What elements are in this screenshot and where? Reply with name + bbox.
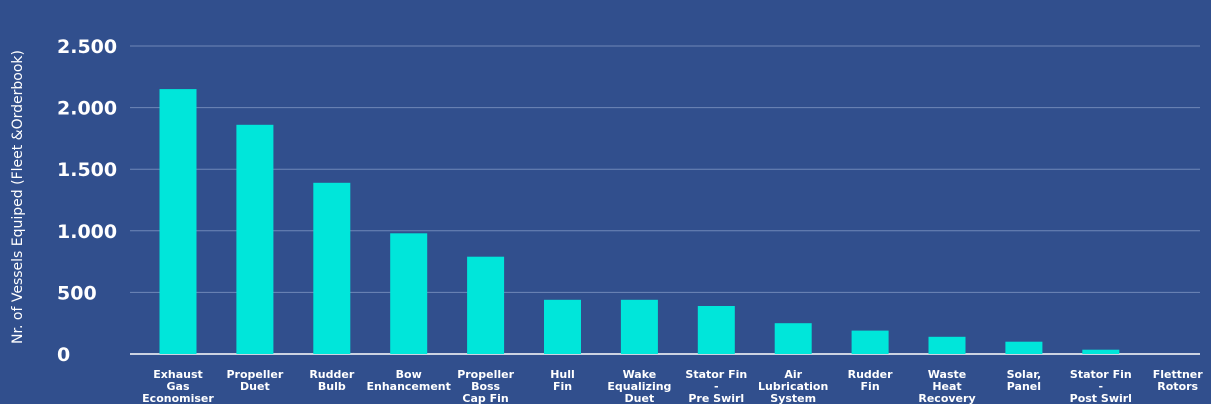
y-tick-label: 2.500 <box>57 36 117 58</box>
x-category-label: Hull Fin <box>550 368 575 393</box>
bar-layer <box>159 89 1120 354</box>
x-category-label: Waste Heat Recovery <box>918 368 975 404</box>
bar <box>774 323 812 354</box>
x-category-label: Rudder Fin <box>848 368 894 393</box>
bar <box>313 182 351 354</box>
bar <box>1082 349 1120 354</box>
x-category-label: Propeller Boss Cap Fin <box>457 368 514 404</box>
bar <box>544 299 581 354</box>
x-category-label: Bow Enhancement <box>366 368 450 393</box>
x-category-label: Rudder Bulb <box>309 368 355 393</box>
bar <box>620 299 658 354</box>
bar <box>851 330 889 354</box>
x-category-label: Stator Fin -Post Swirl <box>1070 368 1132 404</box>
y-axis-label: Nr. of Vessels Equiped (Fleet &Orderbook… <box>10 50 26 344</box>
x-category-label: Solar, Panel <box>1007 368 1042 393</box>
y-tick-label: 2.000 <box>57 98 117 120</box>
x-category-label: Exhaust Gas Economiser <box>142 368 214 404</box>
grid-layer <box>130 45 1200 355</box>
bar <box>467 256 505 354</box>
bar <box>159 89 197 354</box>
x-category-label: Stator Fin -Pre Swirl <box>685 368 747 404</box>
x-category-label: Propeller Duet <box>226 368 283 393</box>
bar <box>390 233 428 354</box>
bar <box>697 306 735 354</box>
y-tick-layer: 0 500 1.000 1.500 2.000 2.500 <box>57 36 117 366</box>
bar <box>236 124 274 354</box>
y-tick-label: 500 <box>57 282 97 304</box>
x-category-label: Wake Equalizing Duet <box>607 368 671 404</box>
bar <box>928 336 966 354</box>
x-category-label: Air Lubrication System <box>758 368 828 404</box>
y-tick-label: 1.500 <box>57 159 117 181</box>
y-tick-label: 1.000 <box>57 221 117 243</box>
x-category-layer: Exhaust Gas Economiser Propeller Duet Rudder B… <box>142 368 1203 404</box>
bar <box>1005 341 1043 354</box>
y-tick-label: 0 <box>57 344 70 366</box>
x-category-label: Flettner Rotors <box>1153 368 1204 393</box>
